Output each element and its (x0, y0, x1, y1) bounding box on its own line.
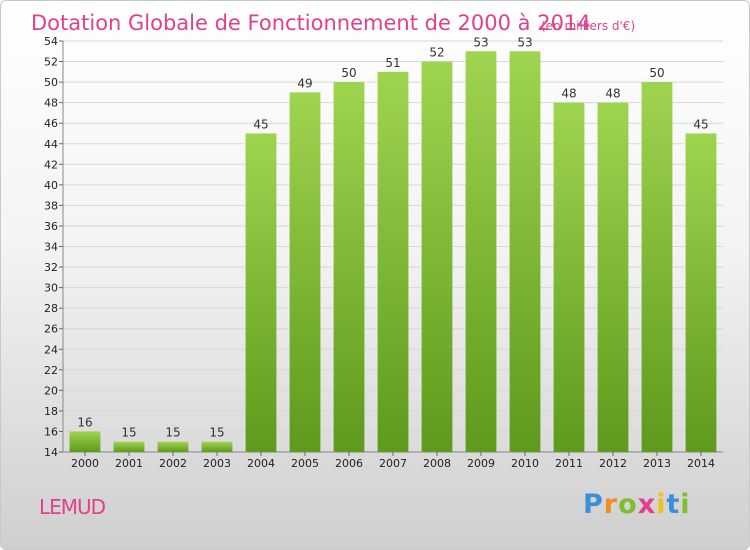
bars (69, 51, 717, 453)
data-label: 52 (429, 46, 444, 60)
data-label: 53 (517, 35, 532, 49)
y-tick-label: 48 (44, 97, 58, 110)
y-tick-label: 52 (44, 56, 58, 69)
bar-2008 (421, 61, 453, 453)
logo-letter: r (603, 489, 619, 520)
data-label: 15 (165, 426, 180, 440)
logo-letter: t (666, 489, 681, 520)
y-tick-label: 46 (44, 117, 58, 130)
data-label: 45 (253, 117, 268, 131)
data-label: 15 (121, 426, 136, 440)
logo-letter: i (680, 489, 691, 520)
y-axis-ticks: 14 16 18 20 22 24 26 28 30 32 34 36 38 40 42 44 46 48 50 52… (44, 35, 58, 459)
bar-2010 (509, 51, 541, 453)
bar-2012 (597, 102, 629, 453)
x-tick-label: 2001 (115, 457, 143, 470)
y-tick-label: 38 (44, 199, 58, 212)
y-tick-label: 44 (44, 138, 58, 151)
y-tick-label: 20 (44, 384, 58, 397)
x-tick-label: 2012 (599, 457, 627, 470)
x-tick-label: 2007 (379, 457, 407, 470)
y-tick-label: 28 (44, 302, 58, 315)
chart-title: Dotation Globale de Fonctionnement de 20… (31, 11, 591, 35)
commune-name: LEMUD (39, 495, 106, 519)
y-tick-label: 32 (44, 261, 58, 274)
chart-unit: (en milliers d'€) (541, 19, 635, 33)
x-tick-label: 2011 (555, 457, 583, 470)
bar-2007 (377, 71, 409, 452)
y-tick-label: 54 (44, 35, 58, 48)
bar-2013 (641, 82, 673, 452)
y-tick-label: 24 (44, 343, 58, 356)
y-tick-label: 42 (44, 158, 58, 171)
data-label: 48 (561, 87, 576, 101)
data-label: 15 (209, 426, 224, 440)
x-tick-label: 2005 (291, 457, 319, 470)
bar-2006 (333, 82, 365, 452)
proxiti-logo: Proxiti (583, 489, 691, 520)
y-tick-label: 30 (44, 282, 58, 295)
x-tick-label: 2002 (159, 457, 187, 470)
data-label: 49 (297, 76, 312, 90)
bar-2014 (685, 133, 717, 452)
data-label: 53 (473, 35, 488, 49)
x-tick-label: 2000 (71, 457, 99, 470)
bar-2005 (289, 92, 321, 452)
data-label: 50 (649, 66, 664, 80)
logo-letter: o (618, 489, 638, 520)
x-tick-label: 2006 (335, 457, 363, 470)
logo-letter: P (583, 489, 604, 520)
x-tick-label: 2010 (511, 457, 539, 470)
x-tick-label: 2009 (467, 457, 495, 470)
x-tick-label: 2008 (423, 457, 451, 470)
y-tick-label: 26 (44, 323, 58, 336)
y-tick-label: 34 (44, 241, 58, 254)
data-label: 50 (341, 66, 356, 80)
bar-2002 (157, 441, 189, 452)
bar-2001 (113, 441, 145, 452)
data-labels: 16 15 15 15 45 49 50 51 52 53 53 48 48 50 45 (77, 35, 708, 439)
x-tick-label: 2004 (247, 457, 275, 470)
logo-letter: x (637, 489, 657, 520)
bar-2000 (69, 431, 101, 452)
x-axis-ticks: 2000 2001 2002 2003 2004 2005 2006 2007 2008 2009… (71, 452, 715, 470)
x-tick-label: 2013 (643, 457, 671, 470)
logo-letter: i (656, 489, 667, 520)
y-tick-label: 22 (44, 364, 58, 377)
x-tick-label: 2003 (203, 457, 231, 470)
bar-2004 (245, 133, 277, 452)
data-label: 48 (605, 87, 620, 101)
y-tick-label: 36 (44, 220, 58, 233)
data-label: 45 (693, 117, 708, 131)
y-tick-label: 16 (44, 425, 58, 438)
y-tick-label: 40 (44, 179, 58, 192)
x-tick-label: 2014 (687, 457, 715, 470)
y-tick-label: 50 (44, 76, 58, 89)
data-label: 51 (385, 56, 400, 70)
y-tick-label: 18 (44, 405, 58, 418)
data-label: 16 (77, 415, 92, 429)
bar-2009 (465, 51, 497, 453)
y-tick-label: 14 (44, 446, 58, 459)
bar-2011 (553, 102, 585, 453)
bar-2003 (201, 441, 233, 452)
